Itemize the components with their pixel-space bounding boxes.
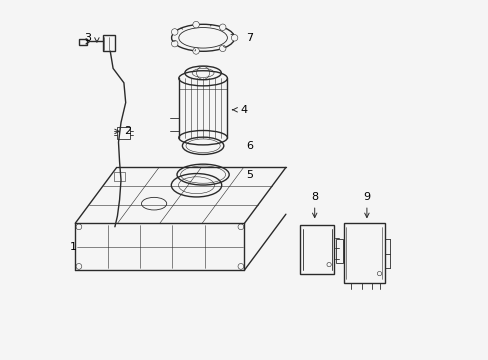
Circle shape bbox=[192, 21, 199, 28]
Bar bbox=[117, 127, 129, 139]
Bar bbox=[114, 172, 125, 181]
Circle shape bbox=[171, 29, 178, 35]
Circle shape bbox=[219, 45, 225, 51]
Bar bbox=[300, 225, 334, 274]
Text: 2: 2 bbox=[123, 126, 131, 136]
Bar bbox=[335, 239, 343, 263]
Text: 3: 3 bbox=[84, 33, 91, 43]
Text: 6: 6 bbox=[246, 141, 253, 151]
Text: 1: 1 bbox=[70, 242, 77, 252]
Circle shape bbox=[219, 24, 225, 31]
Circle shape bbox=[171, 40, 178, 47]
Circle shape bbox=[192, 48, 199, 54]
Text: 4: 4 bbox=[241, 105, 247, 115]
Circle shape bbox=[231, 35, 237, 41]
Text: 5: 5 bbox=[246, 170, 253, 180]
Text: 8: 8 bbox=[310, 192, 318, 202]
Bar bbox=[343, 223, 384, 283]
Bar bbox=[79, 39, 87, 45]
Text: 9: 9 bbox=[363, 192, 370, 202]
Text: 7: 7 bbox=[246, 33, 253, 43]
